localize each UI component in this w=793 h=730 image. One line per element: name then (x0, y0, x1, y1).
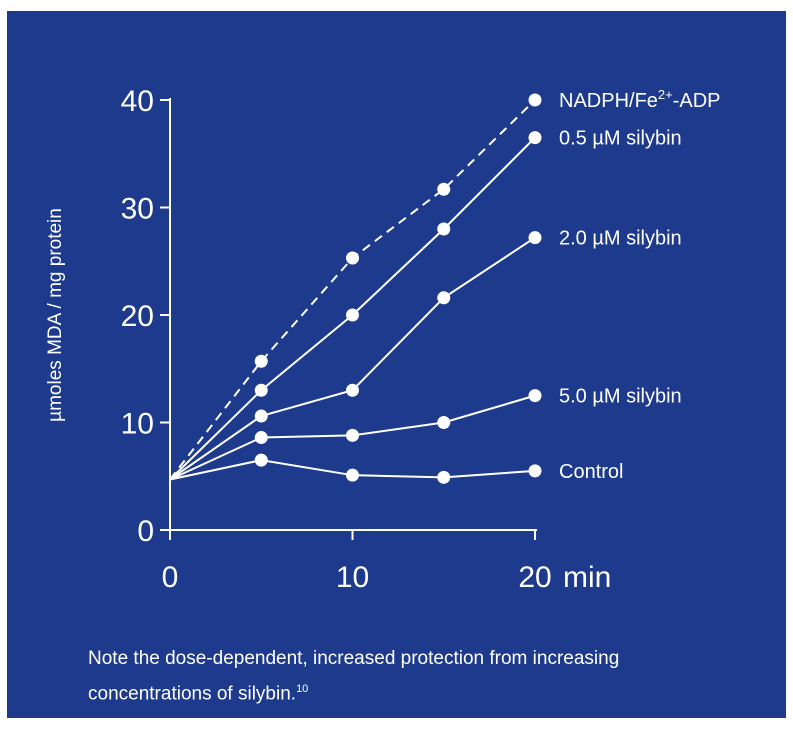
series-label: Control (559, 461, 623, 483)
series: 2.0 µM silybin (169, 228, 682, 481)
data-point (528, 464, 542, 478)
data-point (346, 428, 359, 442)
data-point (437, 291, 451, 305)
series: NADPH/Fe2+-ADP (169, 87, 721, 481)
x-axis-unit: min (563, 561, 611, 594)
note-reference: 10 (296, 683, 309, 695)
y-axis-label: µmoles MDA / mg protein (45, 208, 66, 422)
data-point (346, 308, 359, 322)
y-tick-label: 10 (121, 408, 154, 441)
x-tick-label: 10 (336, 561, 369, 594)
data-point (528, 93, 542, 107)
series: 5.0 µM silybin (169, 386, 682, 481)
data-point (528, 131, 542, 145)
series: Control (169, 453, 623, 484)
series: 0.5 µM silybin (169, 128, 682, 481)
data-point (254, 354, 268, 368)
data-point (437, 222, 451, 236)
data-point (437, 182, 451, 196)
data-point (528, 389, 542, 403)
data-point (254, 409, 268, 423)
data-point (346, 251, 359, 265)
figure-panel: 0 10 20 30 40 0 10 20 min NADPH/Fe2+-ADP 0.5 µM s… (7, 11, 786, 718)
y-tick-label: 40 (121, 85, 154, 118)
series-label: NADPH/Fe2+-ADP (559, 87, 721, 112)
y-tick-label: 30 (121, 193, 154, 226)
series-line (169, 99, 536, 481)
series-label: 5.0 µM silybin (559, 386, 682, 408)
y-tick-label: 0 (137, 515, 154, 548)
y-tick-label: 20 (121, 300, 154, 333)
series-label: 2.0 µM silybin (559, 228, 682, 250)
data-point (254, 453, 268, 467)
data-point (254, 431, 268, 445)
data-point (254, 383, 268, 397)
data-point (346, 383, 359, 397)
series-line (169, 236, 536, 481)
series-label: 0.5 µM silybin (559, 128, 682, 150)
data-point (346, 468, 359, 482)
figure-note: Note the dose-dependent, increased prote… (88, 644, 728, 709)
data-point (528, 231, 542, 245)
data-point (437, 470, 451, 484)
x-tick-label: 20 (518, 561, 551, 594)
line-chart: 0 10 20 30 40 0 10 20 min NADPH/Fe2+-ADP 0.5 µM s… (45, 85, 721, 594)
data-point (437, 416, 451, 429)
x-tick-label: 0 (162, 561, 179, 594)
note-text: Note the dose-dependent, increased prote… (88, 648, 620, 705)
